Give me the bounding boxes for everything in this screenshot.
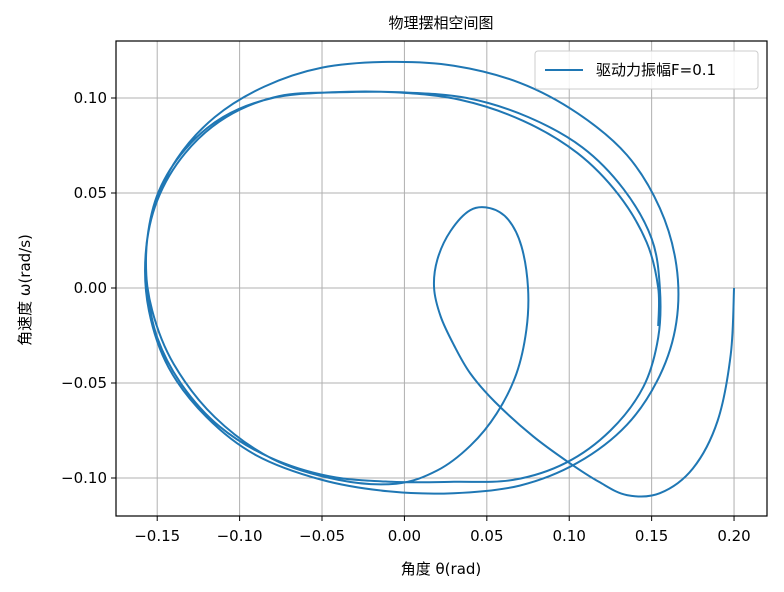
- x-tick-label: 0.10: [553, 527, 586, 545]
- x-axis-ticks: −0.15 −0.10 −0.05 0.00 0.05 0.10 0.15 0.20: [134, 516, 751, 545]
- y-axis-label: 角速度 ω(rad/s): [16, 234, 34, 346]
- x-tick-label: 0.20: [717, 527, 750, 545]
- y-tick-label: 0.00: [74, 279, 107, 297]
- series-line: [144, 60, 736, 498]
- y-tick-label: −0.05: [61, 374, 107, 392]
- x-axis-label: 角度 θ(rad): [401, 560, 482, 578]
- plot-area-frame: [115, 40, 768, 517]
- x-tick-label: 0.15: [635, 527, 668, 545]
- x-tick-label: −0.05: [299, 527, 345, 545]
- x-tick-label: −0.10: [217, 527, 263, 545]
- series-layer: [144, 60, 736, 498]
- legend-box: [534, 50, 759, 90]
- x-tick-label: 0.05: [470, 527, 503, 545]
- x-tick-label: −0.15: [134, 527, 180, 545]
- y-tick-label: −0.10: [61, 469, 107, 487]
- legend: 驱动力振幅F=0.1: [534, 50, 759, 90]
- chart-title: 物理摆相空间图: [388, 14, 493, 32]
- y-tick-label: 0.05: [74, 184, 107, 202]
- legend-label: 驱动力振幅F=0.1: [596, 61, 716, 79]
- x-tick-label: 0.00: [388, 527, 421, 545]
- y-tick-label: 0.10: [74, 89, 107, 107]
- y-axis-ticks: −0.10 −0.05 0.00 0.05 0.10: [61, 89, 116, 487]
